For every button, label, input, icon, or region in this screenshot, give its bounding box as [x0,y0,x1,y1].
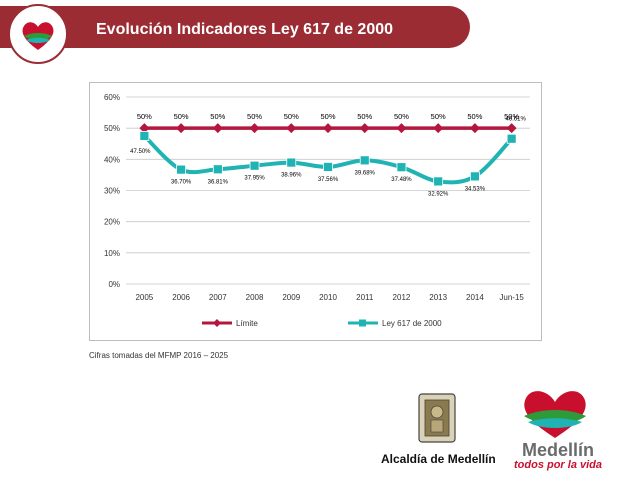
x-tick-label: 2014 [466,293,484,302]
ley617-point [323,162,333,172]
limite-data-label: 50% [174,112,189,121]
legend-marker-ley617 [359,319,366,327]
coat-of-arms-icon [418,393,456,443]
limite-data-label: 50% [320,112,335,121]
ley617-point [249,160,260,171]
ley617-point [286,157,297,168]
line-chart: 0%10%20%30%40%50%60% 2005 2006 2007 2008 200… [104,93,530,328]
ley617-point [396,162,407,173]
limite-point [139,123,150,134]
medellin-name: Medellín [522,440,595,460]
medellin-heart-logo [8,4,68,64]
y-axis-ticks: 0% 10% 20% 30% 40% 50% 60% [104,93,120,289]
ley617-data-label: 38.96% [281,173,302,179]
legend-label-ley617: Ley 617 de 2000 [382,319,442,328]
x-tick-label: 2013 [429,293,447,302]
ley617-data-label: 47.50% [130,149,151,155]
ley617-data-label: 39.68% [355,170,376,176]
x-tick-label: 2008 [246,293,264,302]
limite-data-label: 50% [504,112,519,121]
x-axis-ticks: 2005 2006 2007 2008 2009 2010 2011 2012 2013 2014… [135,293,524,302]
ley617-point [212,164,223,175]
ley617-point [359,155,370,166]
limite-data-label: 50% [431,112,446,121]
limite-data-label: 50% [284,112,299,121]
y-tick-label: 20% [104,218,120,227]
x-tick-label: 2005 [135,293,153,302]
limite-point [396,123,407,134]
y-tick-label: 40% [104,155,120,164]
y-tick-label: 0% [108,280,120,289]
x-tick-label: 2011 [356,293,374,302]
ley617-point [433,176,444,187]
limite-point [212,123,223,134]
alcaldia-text: Alcaldía de Medellín [381,452,496,466]
ley617-data-label: 36.81% [208,179,229,185]
x-tick-label: 2007 [209,293,227,302]
limite-data-label: 50% [357,112,372,121]
limite-point [176,123,187,134]
ley617-data-label: 37.95% [244,176,265,182]
y-tick-label: 30% [104,187,120,196]
ley617-data-label: 36.70% [171,180,192,186]
ley617-data-label: 37.56% [318,177,339,183]
ley617-point [470,171,480,182]
limite-point [359,123,370,134]
ley617-point [139,131,150,141]
limite-data-label: 50% [467,112,482,121]
limite-point [249,123,260,134]
source-footnote: Cifras tomadas del MFMP 2016 – 2025 [89,351,229,360]
limite-point [286,123,297,134]
y-tick-label: 60% [104,93,120,102]
y-tick-label: 10% [104,249,120,258]
ley617-point [176,164,186,175]
ley617-data-label: 37.48% [391,177,412,183]
legend: Límite Ley 617 de 2000 [202,319,442,328]
x-tick-label: 2009 [282,293,300,302]
ley617-data-label: 34.53% [465,186,486,192]
limite-point [433,123,444,134]
x-tick-label: 2010 [319,293,337,302]
limite-point [506,123,517,134]
medellin-tagline: todos por la vida [514,459,603,471]
chart-panel: 0% 10% 20% 30% 40% 50% 60% 2005 2006 2007 2008 200… [89,82,542,341]
y-tick-label: 50% [104,124,120,133]
limite-data-label: 50% [394,112,409,121]
limite-point [469,123,480,134]
legend-label-limite: Límite [236,319,258,328]
ley617-point [506,133,517,144]
x-tick-label: Jun-15 [499,293,524,302]
x-tick-label: 2012 [393,293,411,302]
title-banner: Evolución Indicadores Ley 617 de 2000 [0,6,470,48]
limite-point [323,123,333,134]
heart-logo-icon [22,22,54,50]
x-tick-label: 2006 [172,293,190,302]
series-layer [139,123,517,187]
page-title: Evolución Indicadores Ley 617 de 2000 [96,21,394,38]
limite-data-label: 50% [210,112,225,121]
data-labels: 50% 50% 50% 50% 50% 50% 50% 50% 50% 50% 50% 47.50% 3… [130,112,526,197]
limite-data-label: 50% [247,112,262,121]
limite-data-label: 50% [137,112,152,121]
ley617-data-label: 32.92% [428,191,449,197]
medellin-logo-icon [524,391,586,438]
legend-marker-limite [213,319,221,327]
ley617-data-label: 46.61% [505,117,526,123]
